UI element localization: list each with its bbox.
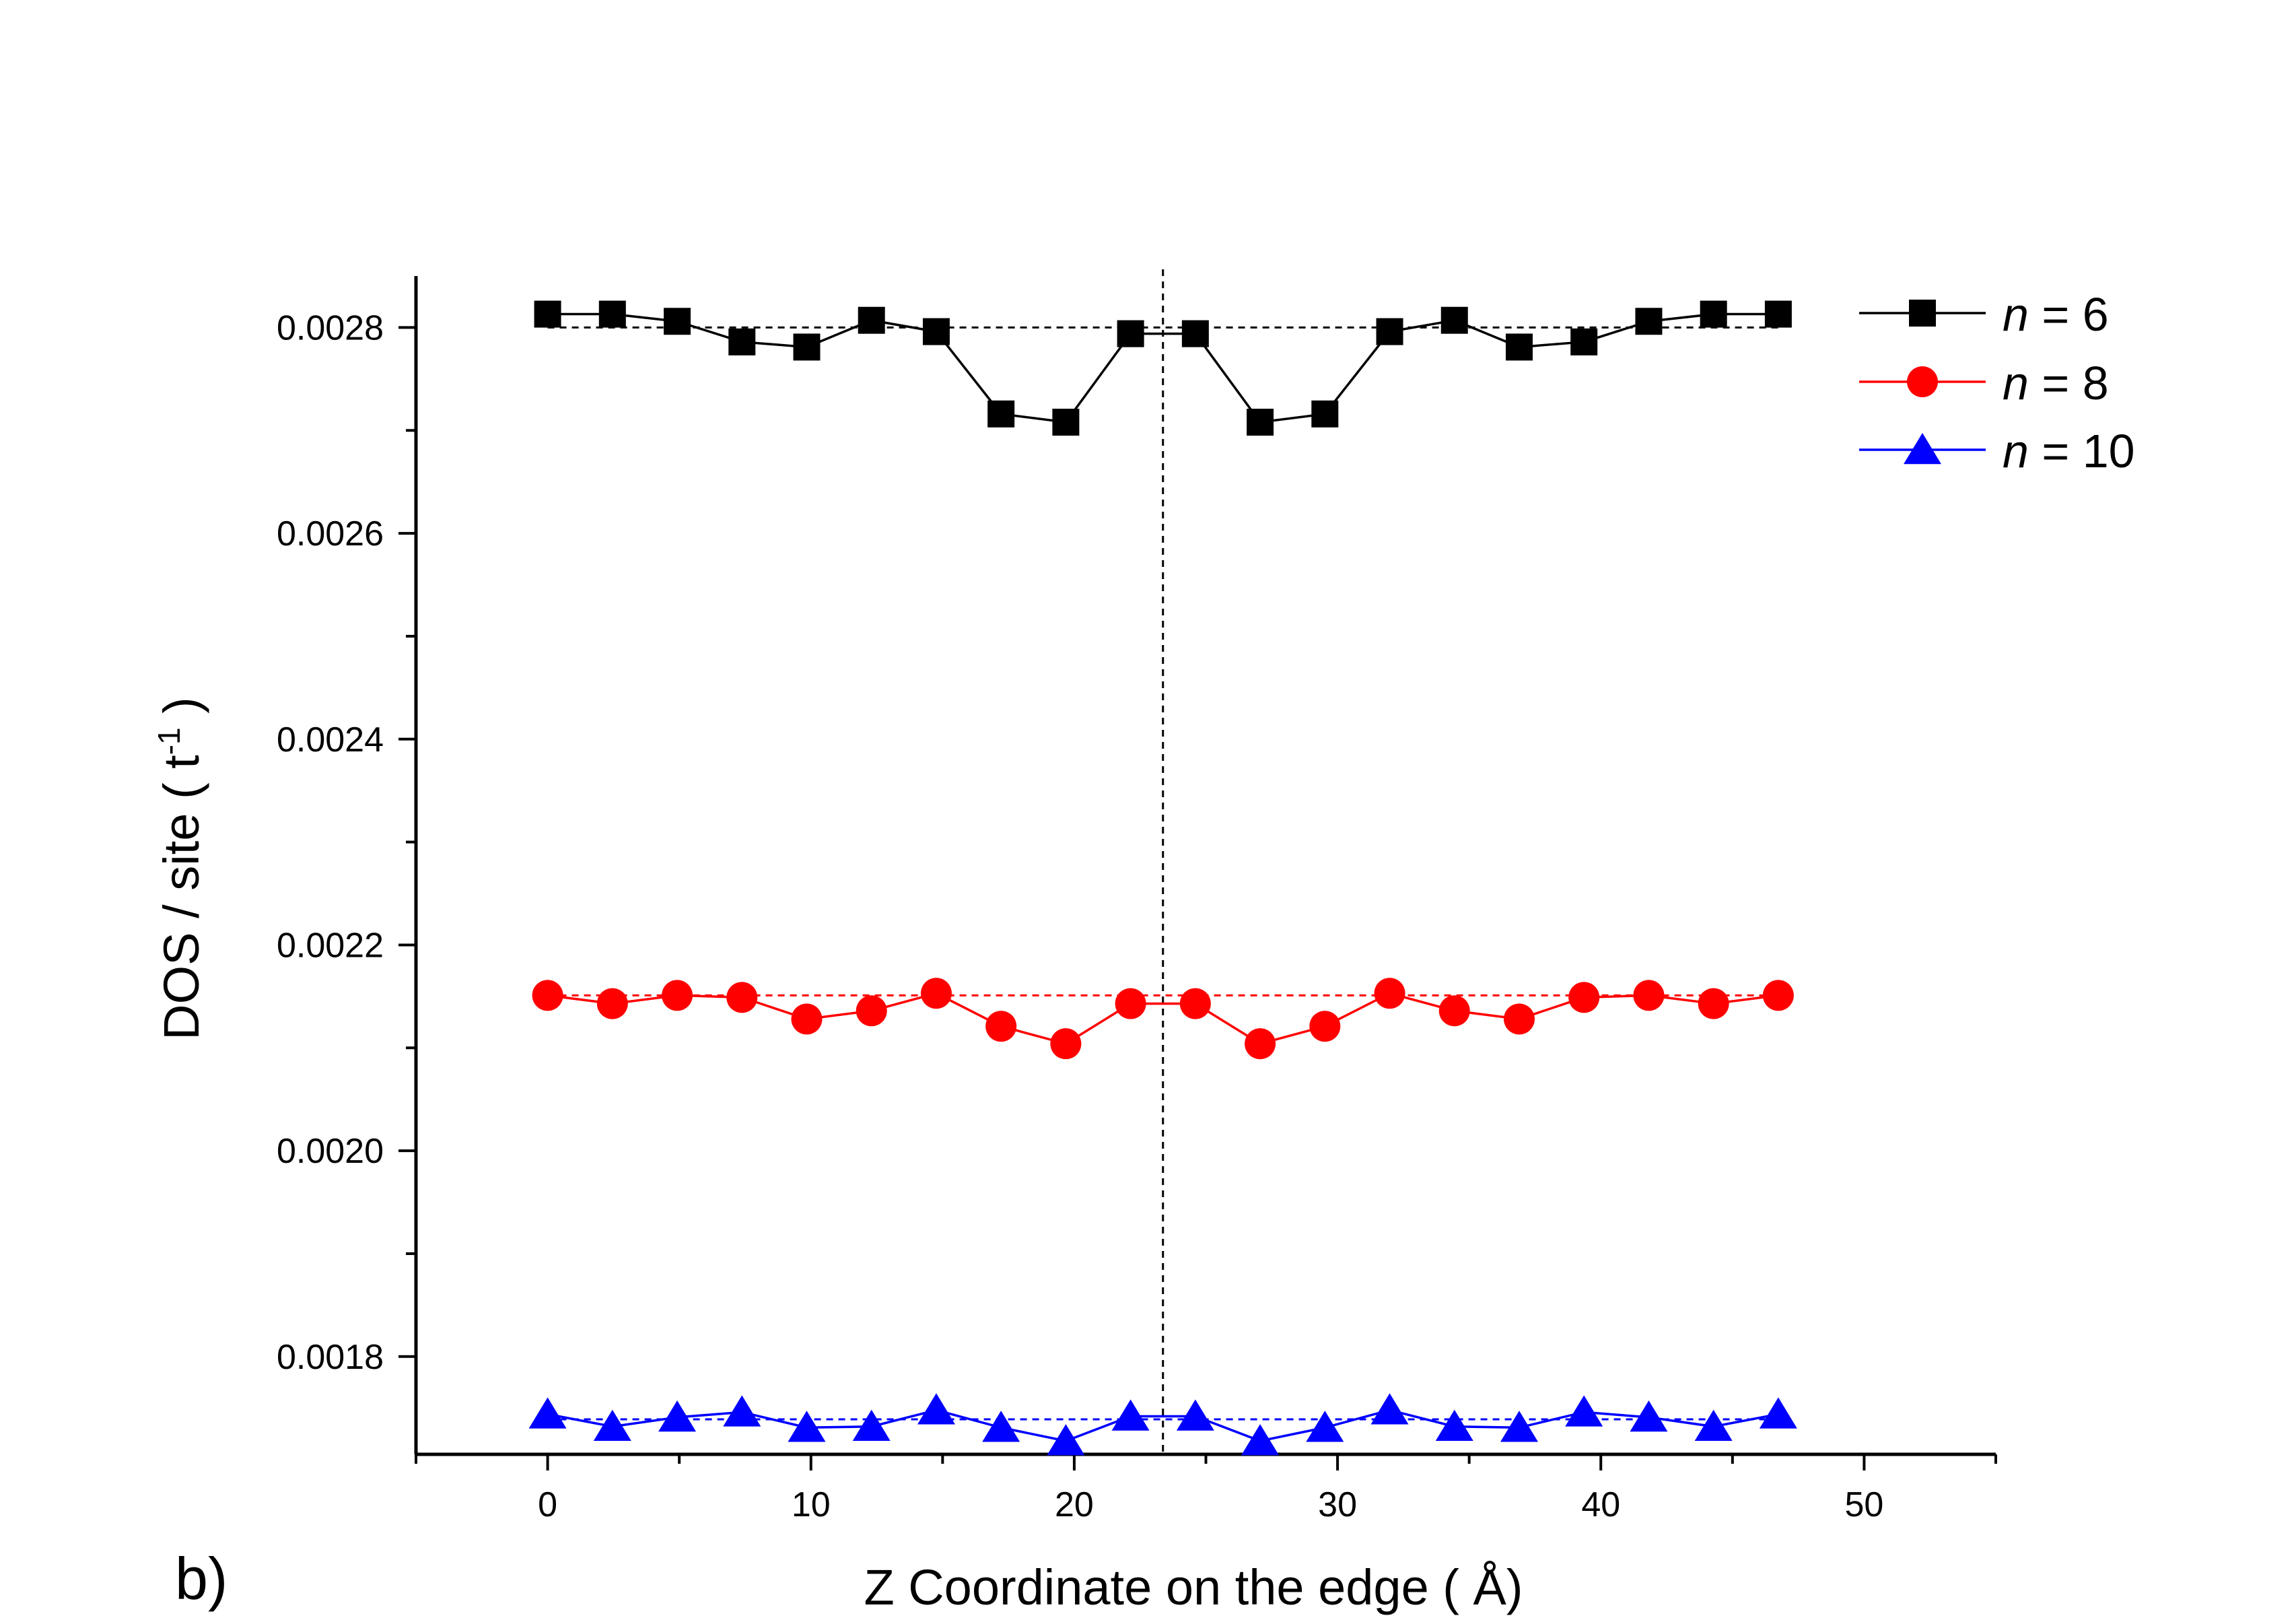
data-point — [728, 328, 756, 356]
panel-label: b) — [175, 1545, 228, 1612]
legend-label-rest: = 10 — [2029, 425, 2135, 477]
data-point — [1565, 1395, 1603, 1427]
data-point — [593, 1409, 631, 1441]
data-point — [1694, 1409, 1733, 1441]
y-tick-label: 0.0018 — [277, 1338, 384, 1377]
data-point — [1052, 409, 1080, 436]
data-point — [726, 982, 758, 1013]
legend-label-rest: = 6 — [2029, 288, 2109, 341]
data-point — [1241, 1424, 1280, 1456]
data-point — [1762, 980, 1794, 1011]
legend-label-rest: = 8 — [2029, 357, 2109, 409]
data-point — [1505, 333, 1533, 361]
data-point — [1047, 1424, 1085, 1456]
data-point — [793, 333, 821, 361]
y-axis-title-main: DOS / site ( t — [153, 755, 209, 1040]
x-tick-label: 0 — [538, 1485, 557, 1524]
data-point — [1111, 1399, 1150, 1431]
data-point — [788, 1411, 826, 1442]
x-tick-label: 30 — [1318, 1485, 1357, 1524]
data-point — [1568, 982, 1600, 1013]
x-tick-label: 10 — [792, 1485, 831, 1524]
data-point — [858, 306, 885, 334]
data-point — [528, 1397, 567, 1429]
data-point — [1698, 988, 1729, 1019]
x-axis-title: Z Coordinate on the edge ( Å) — [864, 1559, 1523, 1615]
data-point — [1370, 1393, 1409, 1425]
data-point — [532, 980, 563, 1011]
data-point — [1179, 988, 1211, 1019]
data-point — [1500, 1411, 1538, 1442]
data-point — [1176, 1399, 1214, 1431]
data-point — [1635, 308, 1663, 335]
data-point — [596, 988, 628, 1019]
x-tick-label: 50 — [1844, 1485, 1883, 1524]
data-point — [1306, 1411, 1344, 1442]
data-point — [917, 1393, 955, 1425]
series-group — [528, 300, 1797, 1456]
data-point — [1630, 1400, 1668, 1432]
legend-label: n = 10 — [2003, 425, 2135, 477]
data-point — [1181, 320, 1209, 347]
data-point — [1633, 980, 1665, 1011]
data-point — [1115, 988, 1146, 1019]
legend-marker — [1907, 366, 1938, 397]
data-point — [1440, 306, 1468, 334]
data-point — [1309, 1011, 1341, 1042]
data-point — [1435, 1409, 1473, 1441]
data-point — [1374, 978, 1405, 1009]
data-point — [1503, 1003, 1535, 1035]
data-point — [664, 308, 691, 335]
y-tick-label: 0.0020 — [277, 1132, 384, 1171]
legend-marker — [1904, 433, 1941, 465]
data-point — [1438, 995, 1470, 1027]
data-point — [856, 995, 887, 1027]
data-point — [723, 1395, 761, 1427]
data-point — [1700, 300, 1727, 328]
data-point — [1247, 409, 1274, 436]
data-point — [985, 1011, 1017, 1042]
legend-label-italic: n — [2003, 288, 2029, 341]
data-point — [1245, 1028, 1276, 1060]
y-tick-label: 0.0026 — [277, 514, 384, 553]
data-point — [987, 400, 1015, 428]
data-point — [791, 1003, 823, 1035]
y-axis-title-superscript: -1 — [151, 727, 186, 755]
data-point — [1376, 318, 1403, 345]
data-point — [1759, 1397, 1797, 1429]
legend-label-italic: n — [2003, 425, 2029, 477]
data-point — [852, 1409, 891, 1441]
reference-lines — [547, 269, 1778, 1454]
y-tick-label: 0.0028 — [277, 308, 384, 347]
data-point — [920, 978, 952, 1009]
y-tick-label: 0.0024 — [277, 720, 384, 759]
data-point — [922, 318, 950, 345]
data-point — [534, 300, 561, 328]
x-tick-label: 20 — [1055, 1485, 1094, 1524]
data-point — [982, 1411, 1020, 1442]
legend-label: n = 8 — [2003, 357, 2109, 409]
data-point — [1764, 300, 1792, 328]
data-point — [1117, 320, 1144, 347]
data-point — [598, 300, 626, 328]
axes: 0 10 20 30 40 50 0.0018 0.0020 0.0022 0.0024 0.002… — [277, 276, 1997, 1524]
legend: n = 6n = 8n = 10 — [1859, 288, 2135, 477]
x-tick-label: 40 — [1581, 1485, 1620, 1524]
data-point — [658, 1400, 697, 1432]
data-point — [662, 980, 693, 1011]
data-point — [1570, 328, 1598, 356]
y-axis-title: DOS / site ( t-1 ) — [151, 697, 209, 1040]
data-point — [1050, 1028, 1082, 1060]
data-point — [1311, 400, 1339, 428]
legend-label-italic: n — [2003, 357, 2029, 409]
y-axis-title-close: ) — [153, 697, 209, 727]
legend-label: n = 6 — [2003, 288, 2109, 341]
y-tick-label: 0.0022 — [277, 926, 384, 965]
legend-marker — [1909, 300, 1936, 327]
